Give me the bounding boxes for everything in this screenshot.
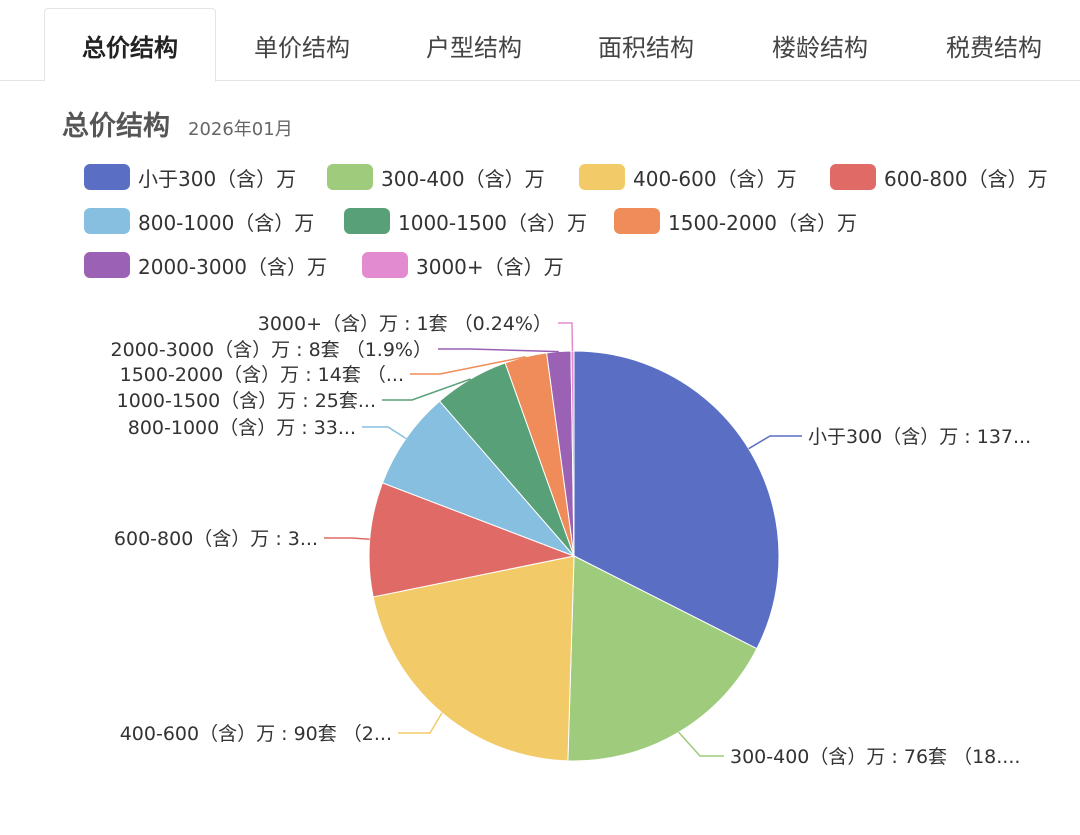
tab-label: 楼龄结构 xyxy=(772,34,868,62)
leader-line xyxy=(382,378,471,401)
legend-swatch xyxy=(84,164,130,190)
legend-swatch xyxy=(362,252,408,278)
legend-item[interactable]: 300-400（含）万 xyxy=(327,162,545,192)
tab-bar-divider xyxy=(0,80,1080,81)
legend-item[interactable]: 400-600（含）万 xyxy=(579,162,797,192)
tab-unit-price[interactable]: 单价结构 xyxy=(216,10,388,81)
legend-swatch xyxy=(614,208,660,234)
tab-area[interactable]: 面积结构 xyxy=(560,10,732,81)
tab-bar: 总价结构 单价结构 户型结构 面积结构 楼龄结构 税费结构 xyxy=(0,0,1080,82)
tab-label: 单价结构 xyxy=(254,34,350,62)
leader-line xyxy=(748,435,802,450)
legend-label: 800-1000（含）万 xyxy=(138,210,315,235)
legend-label: 300-400（含）万 xyxy=(381,166,545,191)
pie-slice[interactable] xyxy=(381,400,575,557)
legend-label: 2000-3000（含）万 xyxy=(138,254,328,279)
legend-item[interactable]: 600-800（含）万 xyxy=(830,162,1048,192)
legend-swatch xyxy=(327,164,373,190)
slice-label: 1500-2000（含）万 : 14套 （... xyxy=(120,364,404,386)
tab-total-price[interactable]: 总价结构 xyxy=(44,8,216,82)
tab-layout[interactable]: 户型结构 xyxy=(388,10,560,81)
legend-item[interactable]: 小于300（含）万 xyxy=(84,162,296,192)
tab-tax[interactable]: 税费结构 xyxy=(908,10,1080,81)
legend-item[interactable]: 3000+（含）万 xyxy=(362,250,564,280)
legend-label: 600-800（含）万 xyxy=(884,166,1048,191)
legend-item[interactable]: 1000-1500（含）万 xyxy=(344,206,587,236)
slice-label: 3000+（含）万 : 1套 （0.24%） xyxy=(258,313,552,335)
section-date: 2026年01月 xyxy=(188,119,293,140)
legend-swatch xyxy=(84,252,130,278)
section-header: 总价结构 2026年01月 xyxy=(62,104,293,143)
leader-line xyxy=(678,731,724,757)
slice-label: 1000-1500（含）万 : 25套... xyxy=(117,390,376,412)
slice-label: 300-400（含）万 : 76套 （18.... xyxy=(730,746,1020,768)
legend-label: 400-600（含）万 xyxy=(633,166,797,191)
tab-label: 总价结构 xyxy=(82,33,178,62)
legend-item[interactable]: 800-1000（含）万 xyxy=(84,206,314,236)
legend-label: 1000-1500（含）万 xyxy=(398,210,588,235)
legend-label: 3000+（含）万 xyxy=(416,254,564,279)
tab-label: 户型结构 xyxy=(426,34,522,62)
slice-label: 小于300（含）万 : 137... xyxy=(808,426,1031,448)
slice-label: 600-800（含）万 : 3... xyxy=(114,528,318,550)
pie-slice[interactable] xyxy=(570,350,575,557)
leader-line xyxy=(438,348,559,353)
tab-label: 面积结构 xyxy=(598,34,694,62)
legend-label: 小于300（含）万 xyxy=(138,166,297,191)
leader-line xyxy=(398,712,443,734)
leader-line xyxy=(558,322,574,352)
legend-item[interactable]: 1500-2000（含）万 xyxy=(614,206,857,236)
legend-swatch xyxy=(830,164,876,190)
legend-swatch xyxy=(344,208,390,234)
leader-line xyxy=(324,537,370,540)
tab-label: 税费结构 xyxy=(946,34,1042,62)
slice-label: 2000-3000（含）万 : 8套 （1.9%） xyxy=(111,339,432,361)
legend-item[interactable]: 2000-3000（含）万 xyxy=(84,250,327,280)
slice-label: 800-1000（含）万 : 33... xyxy=(128,417,356,439)
legend-label: 1500-2000（含）万 xyxy=(668,210,858,235)
slice-label: 400-600（含）万 : 90套 （2... xyxy=(120,723,392,745)
legend-swatch xyxy=(579,164,625,190)
leader-line xyxy=(410,356,526,375)
legend-swatch xyxy=(84,208,130,234)
section-title: 总价结构 xyxy=(62,111,170,142)
tab-building-age[interactable]: 楼龄结构 xyxy=(732,10,908,81)
leader-line xyxy=(362,426,407,440)
